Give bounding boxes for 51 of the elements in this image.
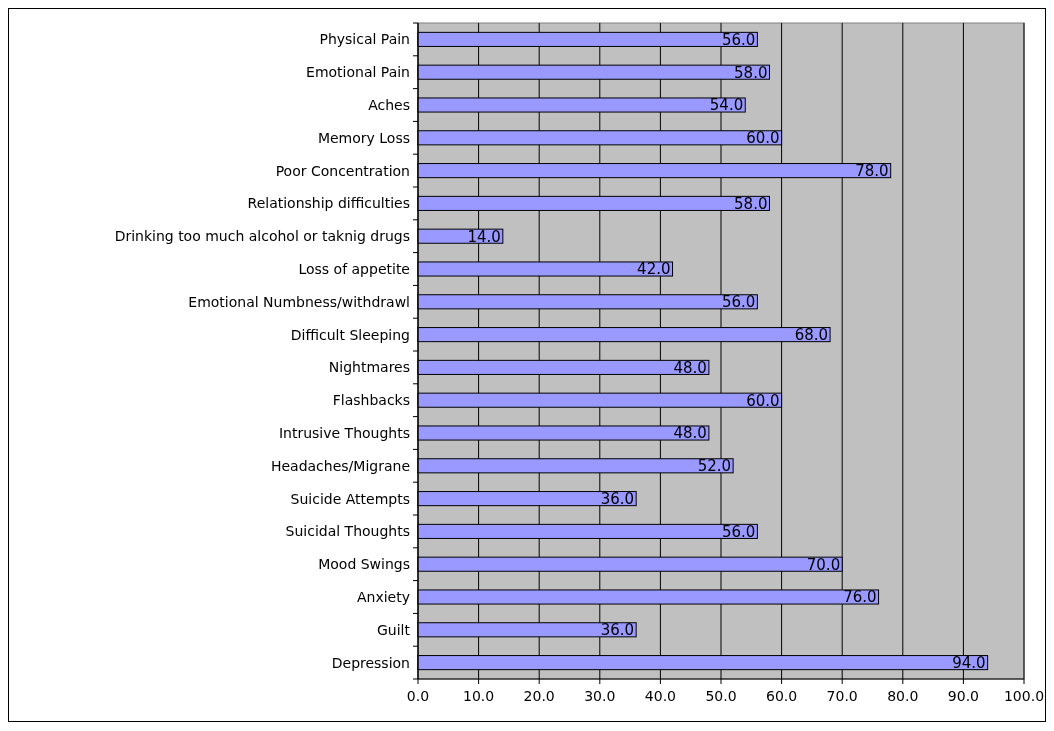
data-label: 58.0 [734, 194, 768, 213]
y-tick-label: Drinking too much alcohol or taknig drugs [114, 228, 410, 245]
data-label: 56.0 [721, 30, 756, 49]
data-label: 48.0 [673, 358, 707, 377]
data-label: 58.0 [734, 63, 768, 82]
data-label: 36.0 [600, 490, 635, 508]
y-tick-label: Poor Concentration [275, 162, 410, 179]
y-tick-label: Headaches/Migrane [270, 457, 410, 474]
data-label: 54.0 [709, 96, 744, 115]
data-label: 94.0 [952, 654, 986, 672]
x-tick-label: 20.0 [523, 688, 555, 704]
data-label: 60.0 [746, 391, 780, 410]
y-tick-label: Depression [331, 654, 410, 671]
x-tick-label: 50.0 [705, 688, 737, 704]
data-label: 42.0 [637, 260, 671, 279]
x-tick-label: 30.0 [584, 688, 616, 704]
y-tick-label: Suicide Attempts [290, 490, 410, 507]
data-label: 68.0 [794, 326, 829, 344]
data-label: 56.0 [721, 522, 756, 541]
y-tick-label: Intrusive Thoughts [278, 425, 410, 442]
data-label: 60.0 [746, 129, 780, 148]
x-tick-label: 60.0 [766, 688, 798, 704]
y-tick-label: Memory Loss [317, 129, 410, 146]
y-tick-label: Loss of appetite [298, 261, 410, 278]
y-tick-label: Anxiety [356, 589, 410, 606]
y-tick-label: Emotional Numbness/withdrawl [188, 293, 410, 310]
y-tick-label: Emotional Pain [306, 64, 410, 81]
y-tick-label: Mood Swings [318, 556, 410, 573]
y-tick-label: Relationship difficulties [247, 195, 410, 212]
data-label: 76.0 [843, 588, 877, 607]
y-tick-label: Flashbacks [332, 392, 410, 409]
y-tick-label: Guilt [377, 621, 411, 638]
data-label: 70.0 [806, 555, 841, 574]
data-label: 52.0 [697, 457, 732, 476]
x-tick-label: 80.0 [887, 688, 919, 704]
data-label: 56.0 [721, 293, 756, 312]
data-label: 78.0 [855, 162, 889, 180]
y-tick-label: Suicidal Thoughts [285, 523, 410, 540]
x-tick-label: 90.0 [947, 688, 979, 704]
x-tick-label: 10.0 [463, 688, 495, 704]
data-label: 14.0 [467, 227, 501, 246]
y-tick-label: Nightmares [328, 359, 410, 376]
y-tick-label: Aches [368, 97, 410, 114]
x-tick-label: 100.0 [1003, 688, 1045, 704]
data-label: 48.0 [673, 424, 707, 443]
x-tick-label: 40.0 [644, 688, 676, 704]
x-tick-label: 70.0 [826, 688, 858, 704]
data-label: 36.0 [600, 621, 635, 640]
y-tick-label: Physical Pain [319, 31, 410, 48]
y-tick-label: Difficult Sleeping [290, 326, 410, 343]
x-tick-label: 0.0 [406, 688, 430, 704]
